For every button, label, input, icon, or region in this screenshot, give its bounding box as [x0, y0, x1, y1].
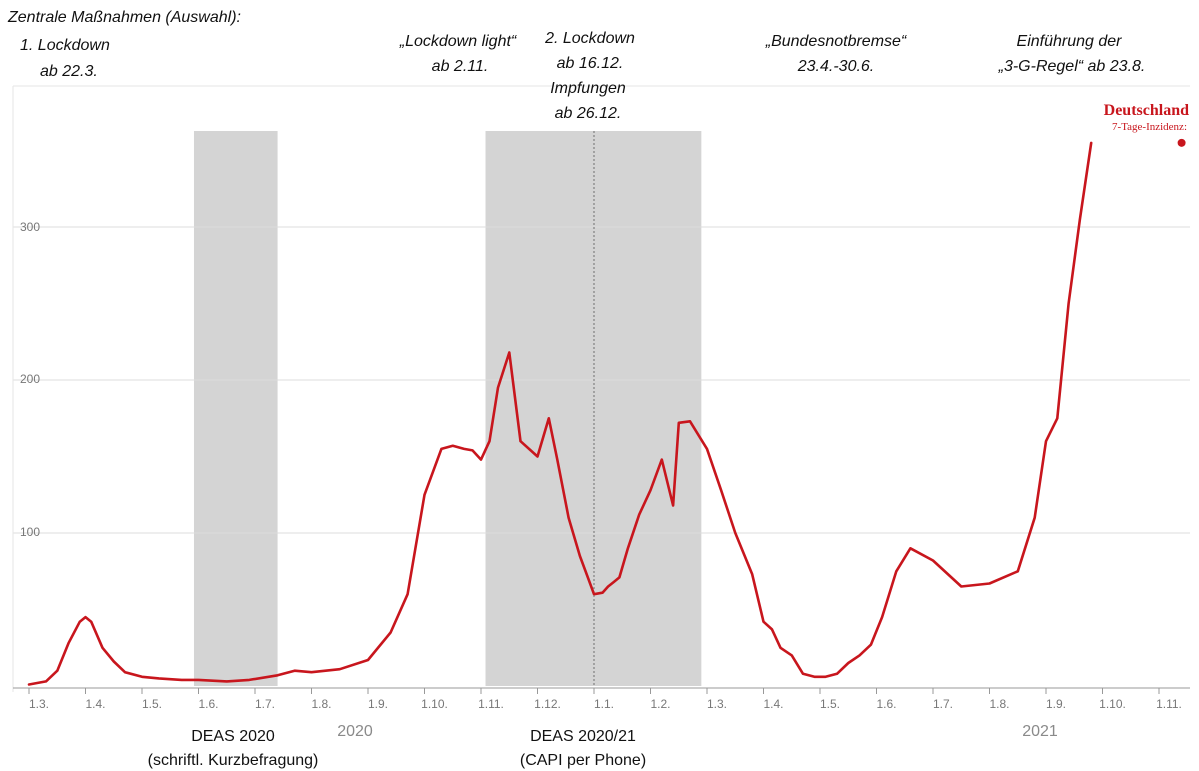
measures-title: Zentrale Maßnahmen (Auswahl):: [7, 9, 241, 26]
x-tick-label: 1.6.: [876, 697, 896, 711]
x-tick-label: 1.8.: [989, 697, 1009, 711]
x-tick-label: 1.11.: [1156, 697, 1182, 711]
deas2021-label-line2: (CAPI per Phone): [520, 752, 646, 769]
x-tick-label: 1.7.: [933, 697, 953, 711]
y-tick-label: 100: [20, 525, 40, 539]
x-tick-label: 1.3.: [29, 697, 49, 711]
measure-3g-line2: „3-G-Regel“ ab 23.8.: [998, 58, 1146, 75]
x-tick-label: 1.8.: [311, 697, 331, 711]
measure-vaccination-line2: ab 26.12.: [555, 105, 622, 122]
x-tick-label: 1.4.: [763, 697, 783, 711]
x-tick-label: 1.7.: [255, 697, 275, 711]
survey-band: [193, 131, 278, 686]
survey-band: [485, 131, 702, 686]
x-tick-label: 1.9.: [368, 697, 388, 711]
incidence-series: [27, 138, 1186, 686]
series-line: [27, 141, 1093, 686]
deas2020-label-line1: DEAS 2020: [191, 728, 275, 745]
y-tick-label: 200: [20, 372, 40, 386]
measure-3g-line1: Einführung der: [1017, 33, 1123, 50]
measure-notbremse-line1: „Bundesnotbremse“: [765, 33, 908, 50]
x-tick-label: 1.6.: [198, 697, 218, 711]
x-tick-label: 1.12.: [534, 697, 561, 711]
measure-lockdown-light-line2: ab 2.11.: [432, 58, 489, 75]
x-tick-label: 1.2.: [650, 697, 670, 711]
measure-lockdown-light-line1: „Lockdown light“: [399, 33, 518, 50]
x-tick-label: 1.11.: [478, 697, 504, 711]
measure-notbremse-line2: 23.4.-30.6.: [797, 58, 875, 75]
x-tick-label: 1.9.: [1046, 697, 1066, 711]
x-axis-ticks: 1.3. 1.4. 1.5. 1.6. 1.7. 1.8. 1.9. 1.10. 1.11. 1.…: [28, 688, 1182, 711]
x-tick-label: 1.3.: [707, 697, 727, 711]
measure-lockdown1-line2: ab 22.3.: [40, 63, 98, 80]
x-tick-label: 1.5.: [142, 697, 162, 711]
deas2021-label-line1: DEAS 2020/21: [530, 728, 636, 745]
survey-bands: [193, 131, 702, 686]
x-tick-label: 1.10.: [421, 697, 448, 711]
year-label-2021: 2021: [1022, 723, 1058, 740]
measure-vaccination-line1: Impfungen: [550, 80, 626, 97]
measure-lockdown2-line2: ab 16.12.: [557, 55, 624, 72]
x-tick-label: 1.10.: [1099, 697, 1126, 711]
year-label-2020: 2020: [337, 723, 373, 740]
deas2020-label-line2: (schriftl. Kurzbefragung): [148, 752, 319, 769]
measure-lockdown2-line1: 2. Lockdown: [544, 30, 635, 47]
series-label-country: Deutschland: [1104, 102, 1189, 119]
x-tick-label: 1.4.: [85, 697, 105, 711]
series-end-point: [1177, 138, 1186, 147]
measure-lockdown1-line1: 1. Lockdown: [20, 37, 110, 54]
x-tick-label: 1.5.: [820, 697, 840, 711]
gridlines: [13, 226, 1190, 534]
x-tick-label: 1.1.: [594, 697, 614, 711]
series-label-metric: 7-Tage-Inzidenz:: [1112, 121, 1187, 133]
y-tick-label: 300: [20, 220, 40, 234]
